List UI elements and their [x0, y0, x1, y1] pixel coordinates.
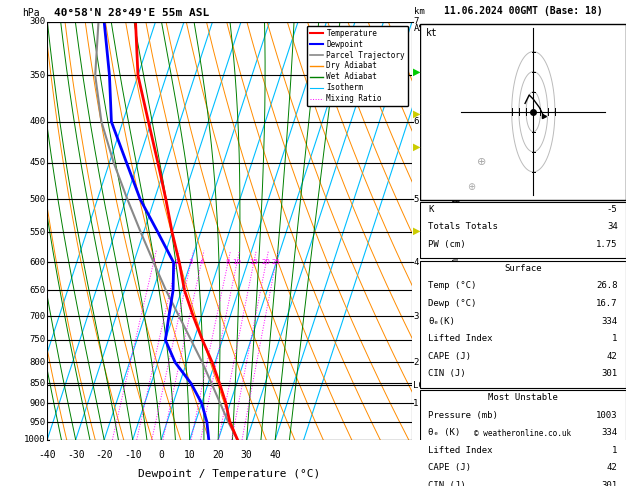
Text: CIN (J): CIN (J) — [428, 369, 466, 378]
Text: 500: 500 — [29, 195, 45, 204]
Text: Dewp (°C): Dewp (°C) — [428, 299, 477, 308]
Text: ▶: ▶ — [413, 142, 421, 152]
Text: 20: 20 — [262, 260, 270, 265]
Text: 2: 2 — [174, 260, 179, 265]
Text: 600: 600 — [29, 258, 45, 267]
Text: 750: 750 — [29, 335, 45, 345]
Text: Lifted Index: Lifted Index — [428, 446, 493, 455]
Text: 10: 10 — [184, 450, 196, 460]
Text: CAPE (J): CAPE (J) — [428, 352, 471, 361]
Bar — [420, 202, 626, 259]
Text: LCL: LCL — [413, 381, 429, 390]
Text: Most Unstable: Most Unstable — [488, 393, 558, 402]
Text: θₑ(K): θₑ(K) — [428, 316, 455, 326]
Text: 5: 5 — [413, 195, 418, 204]
Text: CIN (J): CIN (J) — [428, 481, 466, 486]
Text: 11.06.2024 00GMT (Base: 18): 11.06.2024 00GMT (Base: 18) — [443, 6, 603, 16]
Bar — [420, 390, 626, 486]
Text: 450: 450 — [29, 158, 45, 167]
Text: 1: 1 — [413, 399, 418, 408]
Text: Lifted Index: Lifted Index — [428, 334, 493, 343]
Text: 20: 20 — [213, 450, 224, 460]
Text: ▶: ▶ — [413, 226, 421, 236]
Text: 300: 300 — [29, 17, 45, 26]
Text: 1000: 1000 — [24, 435, 45, 444]
Text: km: km — [414, 7, 425, 16]
Text: Mixing Ratio (g/kg): Mixing Ratio (g/kg) — [451, 175, 461, 287]
Text: PW (cm): PW (cm) — [428, 240, 466, 249]
Text: 6: 6 — [413, 117, 418, 126]
Text: ▶: ▶ — [413, 67, 421, 77]
Text: 550: 550 — [29, 228, 45, 237]
Text: 1.75: 1.75 — [596, 240, 618, 249]
Text: Totals Totals: Totals Totals — [428, 223, 498, 231]
Text: 301: 301 — [601, 481, 618, 486]
Text: 42: 42 — [607, 463, 618, 472]
Text: 950: 950 — [29, 417, 45, 427]
Text: 34: 34 — [607, 223, 618, 231]
Text: 7: 7 — [413, 17, 418, 26]
Text: © weatheronline.co.uk: © weatheronline.co.uk — [474, 429, 572, 438]
Text: 42: 42 — [607, 352, 618, 361]
Text: 334: 334 — [601, 428, 618, 437]
Text: -5: -5 — [607, 205, 618, 214]
Text: 8: 8 — [226, 260, 230, 265]
Text: K: K — [428, 205, 434, 214]
Text: -30: -30 — [67, 450, 84, 460]
Text: 30: 30 — [241, 450, 253, 460]
Text: Dewpoint / Temperature (°C): Dewpoint / Temperature (°C) — [138, 469, 321, 479]
Text: 400: 400 — [29, 117, 45, 126]
Text: 700: 700 — [29, 312, 45, 320]
Text: 40°58'N 28°49'E 55m ASL: 40°58'N 28°49'E 55m ASL — [55, 8, 209, 17]
Legend: Temperature, Dewpoint, Parcel Trajectory, Dry Adiabat, Wet Adiabat, Isotherm, Mi: Temperature, Dewpoint, Parcel Trajectory… — [306, 26, 408, 106]
Text: 800: 800 — [29, 358, 45, 367]
Text: 301: 301 — [601, 369, 618, 378]
Text: 10: 10 — [233, 260, 242, 265]
Text: 850: 850 — [29, 379, 45, 388]
Text: ASL: ASL — [414, 24, 430, 33]
Text: 16.7: 16.7 — [596, 299, 618, 308]
Text: -40: -40 — [38, 450, 56, 460]
Text: 1: 1 — [612, 446, 618, 455]
Text: 1: 1 — [612, 334, 618, 343]
Text: 26.8: 26.8 — [596, 281, 618, 291]
Text: CAPE (J): CAPE (J) — [428, 463, 471, 472]
Text: Temp (°C): Temp (°C) — [428, 281, 477, 291]
Text: hPa: hPa — [22, 8, 40, 17]
Text: 4: 4 — [413, 258, 418, 267]
Text: 40: 40 — [269, 450, 281, 460]
Text: 1: 1 — [151, 260, 156, 265]
Text: 1003: 1003 — [596, 411, 618, 419]
Text: 0: 0 — [159, 450, 164, 460]
Text: 25: 25 — [272, 260, 281, 265]
Text: Pressure (mb): Pressure (mb) — [428, 411, 498, 419]
Text: ⊕: ⊕ — [467, 182, 476, 192]
Text: -20: -20 — [96, 450, 113, 460]
Bar — [420, 24, 626, 200]
Text: Surface: Surface — [504, 264, 542, 273]
Bar — [420, 260, 626, 388]
Text: 334: 334 — [601, 316, 618, 326]
Text: kt: kt — [426, 28, 438, 38]
Text: ⊕: ⊕ — [477, 157, 487, 167]
Text: 2: 2 — [413, 358, 418, 367]
Text: ▶: ▶ — [413, 109, 421, 119]
Text: -10: -10 — [124, 450, 142, 460]
Text: 350: 350 — [29, 71, 45, 80]
Text: 3: 3 — [189, 260, 193, 265]
Text: θₑ (K): θₑ (K) — [428, 428, 460, 437]
Text: 15: 15 — [249, 260, 259, 265]
Text: 3: 3 — [413, 312, 418, 320]
Text: 4: 4 — [199, 260, 204, 265]
Text: 900: 900 — [29, 399, 45, 408]
Text: 650: 650 — [29, 286, 45, 295]
